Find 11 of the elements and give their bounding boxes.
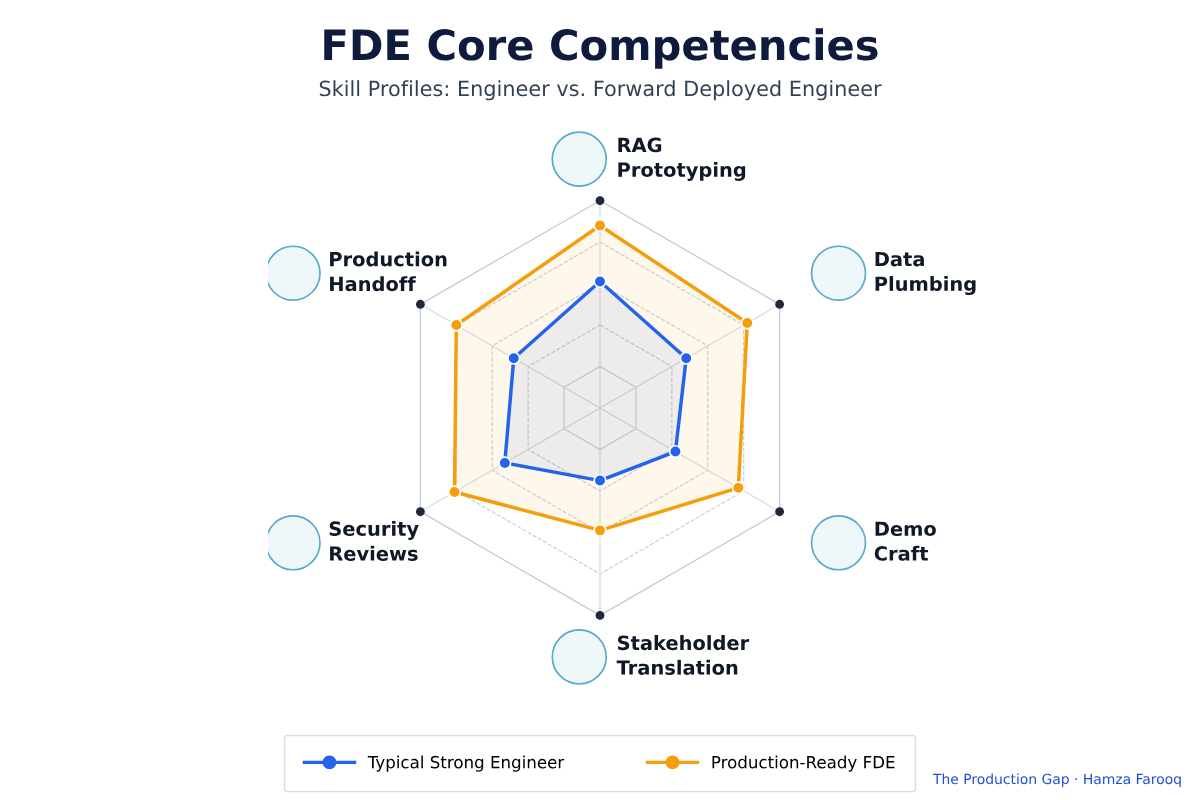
legend-label: Typical Strong Engineer (367, 755, 565, 772)
spoke-label: Demo Craft (874, 521, 936, 561)
spoke-label: Stakeholder Translation (616, 635, 750, 675)
spoke-label: RAG Prototyping (618, 137, 746, 181)
legend-label: Production-Ready FDE (712, 755, 895, 772)
spoke-label: Security Reviews (329, 520, 419, 561)
spoke-label: Production Handoff (330, 251, 447, 292)
text: The Production Gap · Hamza Farooq (932, 773, 1181, 787)
chart-title: FDE Core Competencies (324, 28, 878, 69)
chart-subtitle: Skill Profiles: Engineer vs. Forward Deployed Engineer (319, 80, 882, 101)
spoke-label: Data Plumbing (875, 251, 976, 296)
